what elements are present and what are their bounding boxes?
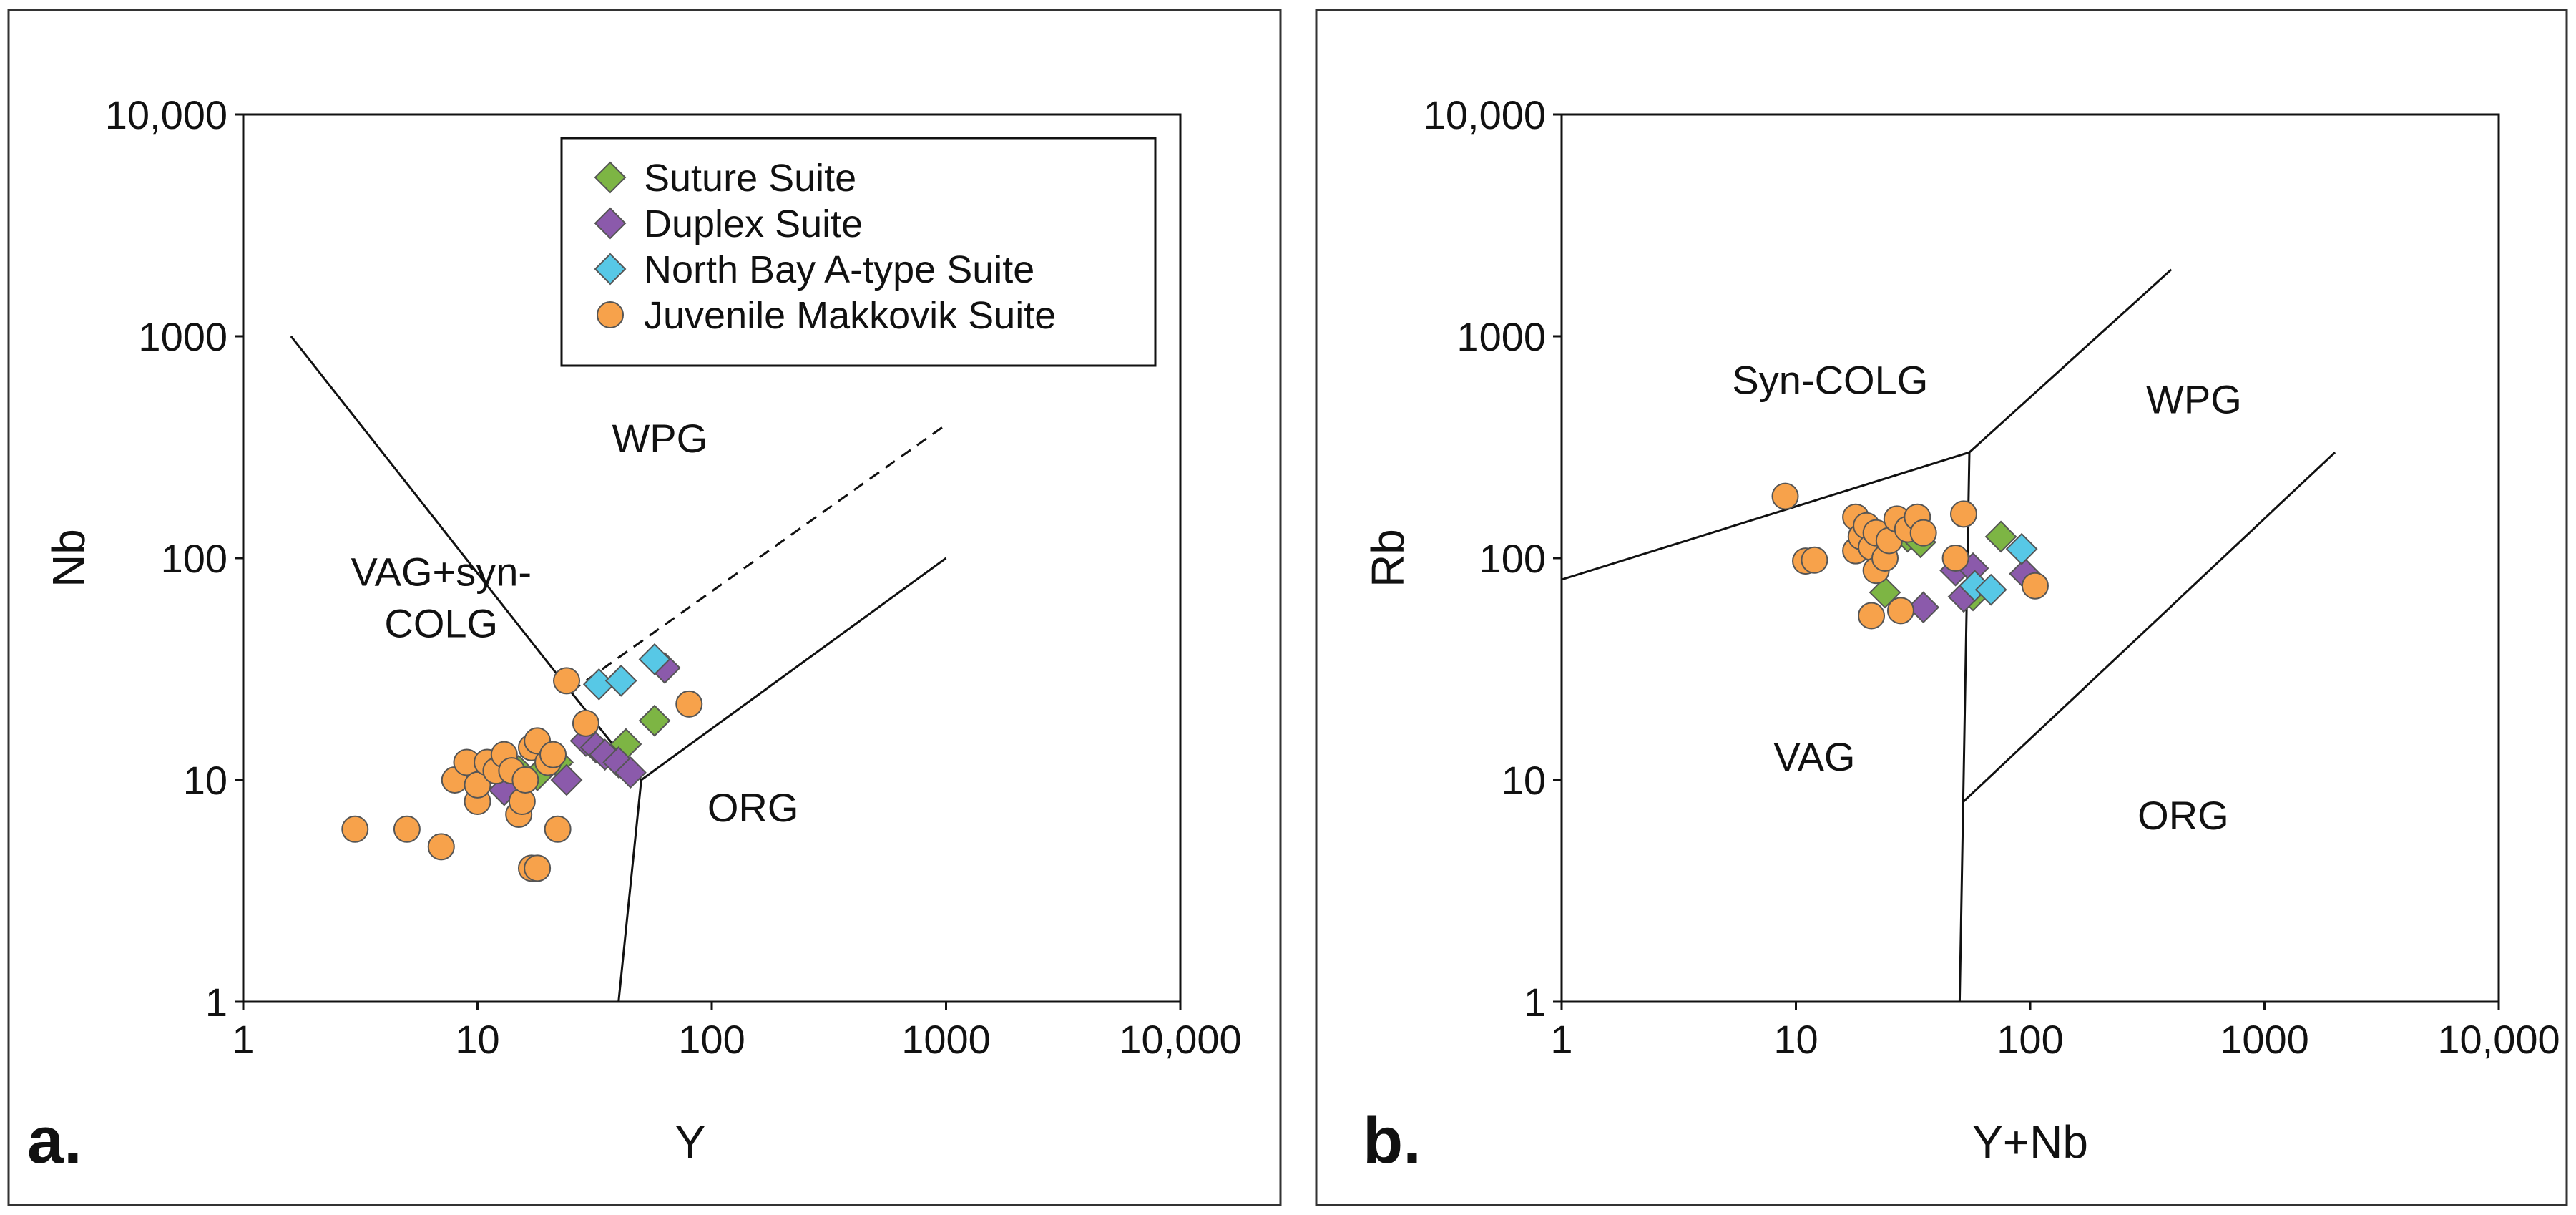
legend-marker-suture-suite <box>594 161 627 194</box>
panel-b-point-juvenile-makkovik-suite <box>1941 545 1969 572</box>
panel-b-point-juvenile-makkovik-suite <box>1801 546 1828 574</box>
panel-b-point-juvenile-makkovik-suite <box>1909 519 1937 547</box>
panel-b: Syn-COLG WPG VAG ORG 1 10 100 1000 10,000 1 10 100… <box>1315 9 2568 1206</box>
panel-b-region-label-wpg: WPG <box>2146 377 2242 422</box>
panel-a-point-juvenile-makkovik-suite <box>675 690 703 718</box>
panel-b-markers <box>1771 482 2049 630</box>
panel-b-boundary-line <box>1968 268 2173 454</box>
panel-a-point-juvenile-makkovik-suite <box>553 667 581 695</box>
panel-b-frame <box>1315 9 2568 1206</box>
panel-b-y-tick-label: 10 <box>1502 758 1546 803</box>
panel-a-boundary-line <box>290 336 642 1002</box>
panel-b-point-juvenile-makkovik-suite <box>2021 572 2049 600</box>
legend-label-suture-suite: Suture Suite <box>644 157 856 200</box>
panel-a-boundary-line <box>640 557 947 781</box>
panel-b-region-labels: Syn-COLG WPG VAG ORG <box>1732 357 2241 837</box>
legend-box <box>560 137 1157 367</box>
panel-b-point-duplex-suite <box>1907 591 1940 624</box>
panel-a-y-tick-label: 10,000 <box>105 92 227 137</box>
panel-a-point-juvenile-makkovik-suite <box>511 766 539 794</box>
panel-b-point-suture-suite <box>1984 520 2017 553</box>
panel-a-markers <box>341 643 703 882</box>
panel-a-y-tick-label: 1 <box>205 980 227 1025</box>
panel-b-y-tick-label: 100 <box>1479 536 1546 581</box>
panel-b-x-axis-title: Y+Nb <box>1972 1116 2088 1168</box>
panel-b-point-north-bay-a-type-suite <box>1974 573 2007 606</box>
panel-a-label: a. <box>27 1104 82 1177</box>
panel-a-x-tick-label: 10 <box>455 1017 499 1062</box>
panel-b-x-tick-label: 1000 <box>2220 1017 2309 1062</box>
panel-a-point-juvenile-makkovik-suite <box>427 833 455 861</box>
panel-b-point-juvenile-makkovik-suite <box>1858 602 1886 630</box>
legend-marker-duplex-suite <box>594 207 627 240</box>
legend-marker-north-bay-a-type-suite <box>594 253 627 286</box>
panel-b-region-label-vag: VAG <box>1773 734 1855 779</box>
panel-a-region-label-wpg: WPG <box>612 416 707 461</box>
panel-a-point-juvenile-makkovik-suite <box>393 815 421 843</box>
legend-label-north-bay-a-type-suite: North Bay A-type Suite <box>644 248 1034 291</box>
legend-label-juvenile-makkovik-suite: Juvenile Makkovik Suite <box>644 294 1056 337</box>
panel-a-point-north-bay-a-type-suite <box>638 643 671 675</box>
panel-b-x-tick-label: 100 <box>1997 1017 2063 1062</box>
panel-a-point-duplex-suite <box>550 763 583 796</box>
legend-label-duplex-suite: Duplex Suite <box>644 202 863 245</box>
legend-marker-juvenile-makkovik-suite <box>597 301 624 328</box>
panel-b-y-axis-title: Rb <box>1362 529 1414 587</box>
panel-a-y-axis-title: Nb <box>43 529 94 587</box>
panel-b-point-juvenile-makkovik-suite <box>1771 482 1799 510</box>
panel-b-boundaries <box>1561 268 2336 1002</box>
panel-a-x-tick-label: 10,000 <box>1119 1017 1241 1062</box>
panel-b-x-tick-label: 10 <box>1773 1017 1818 1062</box>
panel-b-point-north-bay-a-type-suite <box>2005 532 2038 565</box>
panel-a-region-label-colg: COLG <box>384 601 498 646</box>
panel-a-point-juvenile-makkovik-suite <box>572 709 599 737</box>
panel-b-y-tick-label: 10,000 <box>1424 92 1546 137</box>
panel-a-boundaries <box>290 336 947 1002</box>
panel-a-region-label-vag-syn: VAG+syn- <box>351 550 532 595</box>
panel-a-point-juvenile-makkovik-suite <box>464 771 491 799</box>
panel-b-x-tick-label: 10,000 <box>2437 1017 2560 1062</box>
panel-a-point-duplex-suite <box>614 756 647 789</box>
panel-a-y-tick-label: 1000 <box>138 314 227 359</box>
panel-a-x-axis-title: Y <box>675 1116 706 1168</box>
panel-a-point-juvenile-makkovik-suite <box>544 815 572 843</box>
panel-b-x-tick-label: 1 <box>1550 1017 1572 1062</box>
panel-a-point-juvenile-makkovik-suite <box>539 741 567 768</box>
panel-a-ticks: 1 10 100 1000 10,000 1 10 100 1000 10,000 <box>105 92 1242 1062</box>
panel-b-y-tick-label: 1000 <box>1456 314 1546 359</box>
panel-a-point-juvenile-makkovik-suite <box>341 815 369 843</box>
panel-b-point-juvenile-makkovik-suite <box>1886 597 1914 625</box>
panel-a-point-juvenile-makkovik-suite <box>524 854 552 882</box>
panel-a-point-suture-suite <box>638 704 671 737</box>
panel-a-point-north-bay-a-type-suite <box>604 664 637 697</box>
panel-a-x-tick-label: 1000 <box>901 1017 991 1062</box>
panel-b-point-juvenile-makkovik-suite <box>1949 500 1977 528</box>
panel-b-boundary-line <box>1962 452 2336 803</box>
panel-b-y-tick-label: 1 <box>1524 980 1546 1025</box>
panel-b-region-label-org: ORG <box>2137 793 2229 838</box>
panel-a-x-tick-label: 100 <box>678 1017 745 1062</box>
panel-a-x-tick-label: 1 <box>232 1017 254 1062</box>
panel-a-region-label-org: ORG <box>707 785 799 830</box>
panel-b-region-label-syn-colg: Syn-COLG <box>1732 357 1928 402</box>
panel-b-ticks: 1 10 100 1000 10,000 1 10 100 1000 10,000 <box>1424 92 2560 1062</box>
panel-a-region-labels: WPG VAG+syn- COLG ORG <box>351 416 798 830</box>
panel-a: WPG VAG+syn- COLG ORG 1 10 100 1000 10,000 1 10 10… <box>7 9 1282 1206</box>
panel-b-label: b. <box>1363 1104 1421 1177</box>
panel-a-y-tick-label: 100 <box>161 536 227 581</box>
panel-a-y-tick-label: 10 <box>183 758 227 803</box>
